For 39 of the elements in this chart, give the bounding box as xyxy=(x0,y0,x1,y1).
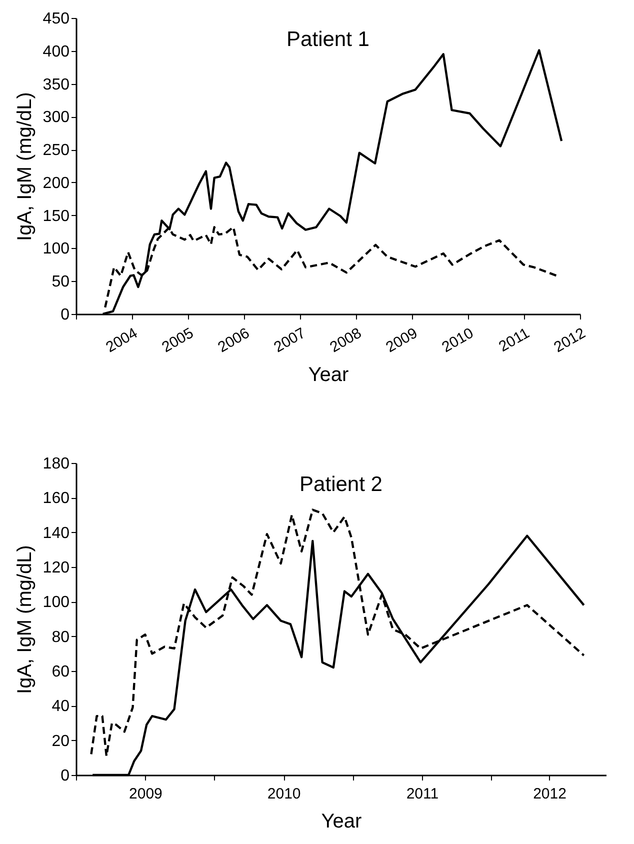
x-tick-label: 2004 xyxy=(103,324,140,356)
y-tick-label: 60 xyxy=(52,664,70,680)
y-tick-label: 350 xyxy=(42,76,70,94)
x-axis-title: Year xyxy=(321,810,362,832)
x-tick-label: 2010 xyxy=(267,786,301,802)
y-tick-label: 40 xyxy=(52,698,70,716)
y-tick-label: 200 xyxy=(42,174,70,192)
y-tick-label: 140 xyxy=(42,524,70,542)
y-tick-label: 100 xyxy=(42,594,70,612)
y-tick-label: 100 xyxy=(42,240,70,258)
y-tick-label: 50 xyxy=(52,274,70,291)
y-tick-label: 250 xyxy=(42,142,70,160)
y-tick-label: 450 xyxy=(42,10,70,28)
x-tick-label: 2009 xyxy=(129,786,162,802)
x-tick-label: 2010 xyxy=(439,324,476,356)
y-tick-label: 0 xyxy=(60,306,70,324)
y-tick-label: 120 xyxy=(42,560,70,576)
chart-title: Patient 1 xyxy=(286,28,370,51)
y-axis-title: IgA, IgM (mg/dL) xyxy=(14,92,36,241)
x-tick-label: 2011 xyxy=(406,786,439,802)
x-tick-label: 2008 xyxy=(327,324,364,356)
x-tick-label: 2005 xyxy=(159,324,196,356)
chart-title: Patient 2 xyxy=(300,473,382,496)
y-tick-label: 180 xyxy=(42,456,70,472)
y-tick-label: 300 xyxy=(42,109,70,126)
x-axis-title: Year xyxy=(308,364,350,386)
x-tick-label: 2012 xyxy=(533,786,566,802)
y-tick-label: 160 xyxy=(42,490,70,508)
y-tick-label: 400 xyxy=(42,43,70,60)
y-tick-label: 80 xyxy=(52,628,70,646)
x-tick-label: 2006 xyxy=(215,324,252,356)
y-tick-label: 150 xyxy=(42,208,70,225)
x-tick-label: 2011 xyxy=(496,324,532,356)
y-axis-title: IgA, IgM (mg/dL) xyxy=(14,545,36,694)
y-tick-label: 0 xyxy=(60,768,70,784)
y-tick-label: 20 xyxy=(52,732,70,750)
x-tick-label: 2009 xyxy=(383,324,420,356)
x-tick-label: 2007 xyxy=(271,324,308,356)
x-tick-label: 2012 xyxy=(551,324,588,356)
